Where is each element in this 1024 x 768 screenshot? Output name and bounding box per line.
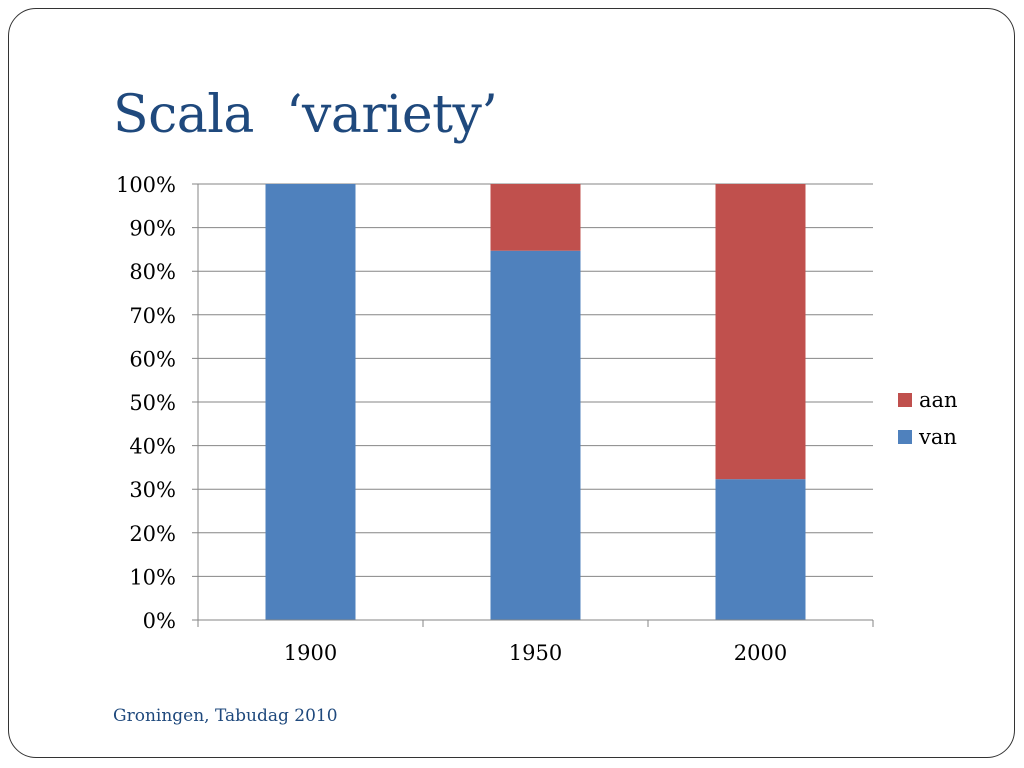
y-tick-label: 0% [143, 609, 176, 633]
bar-van-1950 [490, 250, 581, 620]
y-tick-label: 90% [129, 217, 176, 241]
y-tick-label: 80% [129, 260, 176, 284]
y-tick-label: 60% [129, 347, 176, 371]
x-tick-label: 1950 [509, 641, 562, 665]
x-tick-label: 2000 [734, 641, 787, 665]
slide-title: Scala ‘variety’ [113, 85, 498, 145]
legend-swatch-aan [898, 393, 912, 407]
y-tick-label: 40% [129, 435, 176, 459]
legend-label-van: van [918, 425, 957, 449]
x-tick-label: 1900 [284, 641, 337, 665]
legend: aan van [898, 388, 958, 449]
y-tick-label: 70% [129, 304, 176, 328]
bars [265, 184, 806, 620]
legend-label-aan: aan [919, 388, 958, 412]
bar-aan-2000 [715, 184, 806, 480]
y-tick-label: 30% [129, 478, 176, 502]
y-tick-label: 100% [116, 173, 176, 197]
y-tick-label: 50% [129, 391, 176, 415]
bar-van-1900 [265, 184, 356, 620]
bar-van-2000 [715, 479, 806, 620]
y-tick-label: 20% [129, 522, 176, 546]
footer-text: Groningen, Tabudag 2010 [113, 706, 338, 726]
y-tick-label: 10% [129, 565, 176, 589]
bar-aan-1950 [490, 184, 581, 251]
legend-swatch-van [898, 430, 912, 444]
